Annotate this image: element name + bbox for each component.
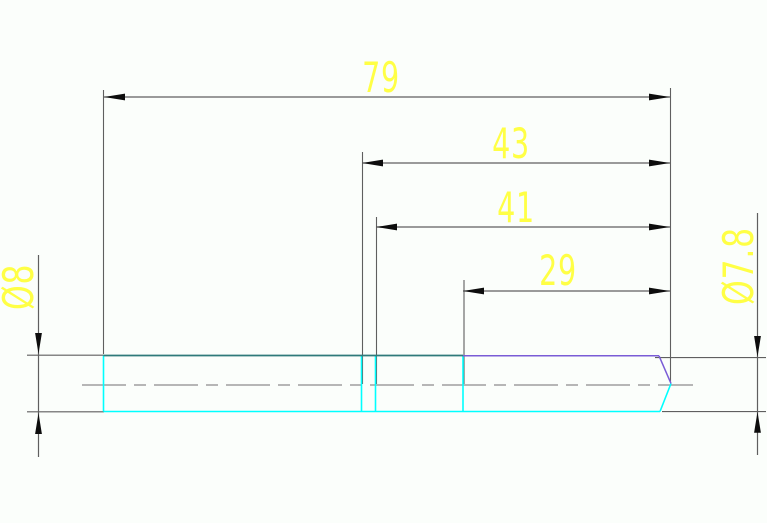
- dimension-label-29: 29: [539, 248, 577, 296]
- arrow-43-left: [362, 159, 383, 167]
- dimension-lines: [37, 96, 759, 457]
- dimension-arrows: [35, 93, 761, 434]
- arrow-dia78-bottom: [754, 411, 761, 433]
- arrow-43-right: [649, 159, 670, 167]
- arrow-29-right: [649, 287, 670, 295]
- part-tip-chamfer-bottom: [659, 383, 672, 412]
- dimension-label-79: 79: [362, 55, 400, 103]
- part-outline: [102, 355, 672, 413]
- dimension-label-dia8: Ø8: [0, 264, 43, 310]
- arrow-79-left: [104, 93, 125, 101]
- arrow-41-left: [376, 223, 397, 231]
- arrow-29-left: [463, 287, 484, 295]
- dimension-label-43: 43: [492, 121, 530, 169]
- arrow-dia78-top: [754, 336, 761, 357]
- arrow-dia8-bottom: [35, 413, 42, 434]
- arrow-79-right: [649, 93, 670, 101]
- dimension-label-41: 41: [497, 185, 535, 233]
- dimension-labels: 79 43 41 29 Ø8 Ø7.8: [0, 55, 763, 310]
- extension-lines: [27, 88, 766, 413]
- part-tip-chamfer-top: [658, 355, 672, 384]
- thread-section-edge: [463, 355, 672, 384]
- arrow-41-right: [649, 223, 670, 231]
- dimension-label-dia78: Ø7.8: [715, 227, 764, 305]
- arrow-dia8-top: [35, 333, 42, 354]
